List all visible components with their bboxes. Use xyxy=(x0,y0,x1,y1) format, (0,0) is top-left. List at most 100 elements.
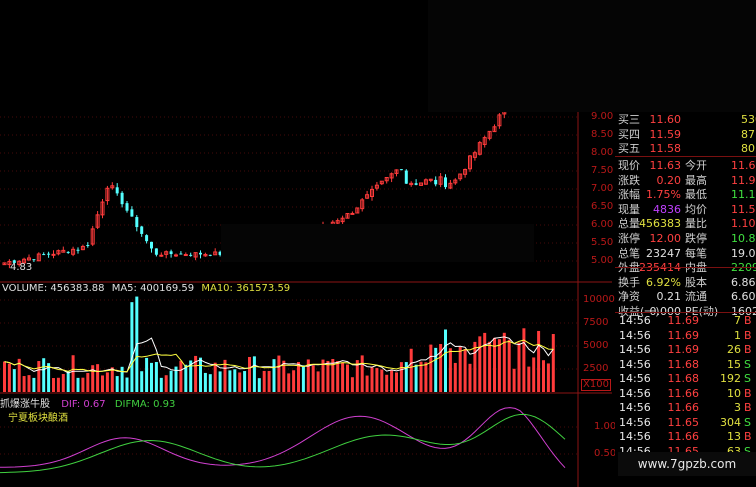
volume-bar xyxy=(37,361,41,392)
volume-ma5: MA5: 400169.59 xyxy=(111,283,195,294)
volume-bar xyxy=(243,371,247,392)
volume-bar xyxy=(189,360,193,392)
candle-body xyxy=(350,212,355,215)
candle-body xyxy=(355,207,360,214)
redacted-area-top xyxy=(428,0,756,112)
candle-body xyxy=(154,248,158,255)
tick-row[interactable]: 14:56 11.66 3 B xyxy=(615,401,756,416)
tick-row[interactable]: 14:56 11.66 10 B xyxy=(615,387,756,402)
quote-value: 11.63 xyxy=(649,159,682,172)
volume-bar xyxy=(27,375,31,392)
volume-bar xyxy=(502,332,506,392)
tick-row[interactable]: 14:56 11.69 7 B xyxy=(615,314,756,329)
candle-body xyxy=(379,180,384,185)
tick-volume: 304 xyxy=(720,415,741,429)
quote-label: 收益(一) xyxy=(618,305,660,318)
candle-body xyxy=(472,152,477,158)
volume-bar xyxy=(478,336,482,392)
volume-tick-label: 2500 xyxy=(583,363,609,374)
volume-bar xyxy=(419,361,423,392)
candle-body xyxy=(27,257,31,261)
candle-body xyxy=(135,217,139,228)
candle-body xyxy=(438,176,443,185)
tick-direction: B xyxy=(744,328,752,342)
volume-bar xyxy=(12,369,16,392)
candle-body xyxy=(203,253,208,257)
candle-body xyxy=(434,179,438,185)
volume-bar xyxy=(282,360,286,392)
volume-bar xyxy=(169,370,173,392)
tick-price: 11.66 xyxy=(667,430,700,443)
volume-bar xyxy=(434,347,438,392)
volume-bar xyxy=(262,370,266,392)
candle-body xyxy=(189,254,193,256)
quote-label: 现价 xyxy=(618,159,640,172)
volume-bar xyxy=(463,349,467,392)
candle-body xyxy=(80,245,85,251)
orderbook-row[interactable]: 买三 11.60 530 xyxy=(615,112,756,127)
tick-row[interactable]: 14:56 11.66 13 B xyxy=(615,430,756,445)
volume-tick-label: 10000 xyxy=(583,294,615,305)
volume-bar xyxy=(287,373,291,392)
volume-bar xyxy=(404,362,408,392)
tick-row[interactable]: 14:56 11.68 15 S xyxy=(615,358,756,373)
tick-volume: 7 xyxy=(734,314,741,327)
candle-body xyxy=(482,137,487,145)
orderbook-label: 买四 xyxy=(618,127,640,141)
candle-body xyxy=(423,179,428,185)
tick-direction: B xyxy=(744,430,752,443)
volume-bar xyxy=(115,376,119,392)
tick-volume: 10 xyxy=(727,386,741,400)
volume-bar xyxy=(47,363,51,392)
candle-body xyxy=(42,254,46,256)
candle-body xyxy=(199,252,202,255)
volume-bar xyxy=(527,366,531,392)
tick-row[interactable]: 14:56 11.69 26 B xyxy=(615,343,756,358)
volume-bar xyxy=(17,358,21,392)
quote-value: 1.75% xyxy=(646,188,681,202)
volume-bar xyxy=(3,361,6,392)
volume-bar xyxy=(399,362,403,392)
price-tick-label: 8.00 xyxy=(591,147,614,158)
orderbook-row[interactable]: 买五 11.58 80 xyxy=(615,141,756,156)
volume-bar xyxy=(223,359,227,392)
tick-price: 11.66 xyxy=(667,401,700,414)
quote-label: 涨幅 xyxy=(618,188,640,202)
candle-body xyxy=(340,217,345,223)
volume-bar xyxy=(184,364,188,392)
candle-body xyxy=(36,253,41,262)
candle-body xyxy=(90,228,95,245)
volume-bar xyxy=(130,302,134,392)
tick-time: 14:56 xyxy=(619,386,651,400)
volume-bar xyxy=(297,362,300,392)
tick-direction: B xyxy=(744,343,752,356)
orderbook-row[interactable]: 买四 11.59 87 xyxy=(615,127,756,142)
volume-bar xyxy=(86,372,90,392)
tick-row[interactable]: 14:56 11.68 192 S xyxy=(615,372,756,387)
candle-body xyxy=(492,126,497,133)
volume-bar xyxy=(61,373,65,392)
candle-body xyxy=(164,251,169,255)
candle-body xyxy=(125,203,129,211)
orderbook-label: 买五 xyxy=(618,142,640,155)
quote-label: 每笔 xyxy=(685,246,707,260)
tick-row[interactable]: 14:56 11.69 1 B xyxy=(615,329,756,344)
quote-value: 0.000 xyxy=(649,305,682,318)
volume-bar xyxy=(522,328,526,392)
volume-bar xyxy=(331,358,335,392)
volume-bar xyxy=(385,374,389,392)
indicator-name[interactable]: 抓爆涨牛股 xyxy=(0,399,50,410)
candle-body xyxy=(145,235,149,242)
volume-ma-lines xyxy=(4,336,554,374)
quote-label: 现量 xyxy=(618,202,640,216)
tick-row[interactable]: 14:56 11.65 304 S xyxy=(615,416,756,431)
quote-label: 最高 xyxy=(685,173,707,187)
candle-body xyxy=(61,249,66,253)
volume-bar xyxy=(488,341,492,392)
macd-lines xyxy=(0,407,566,474)
macd-dif: DIF: 0.67 xyxy=(61,399,106,410)
price-tick-label: 9.00 xyxy=(591,111,614,122)
candle-body xyxy=(115,187,119,194)
